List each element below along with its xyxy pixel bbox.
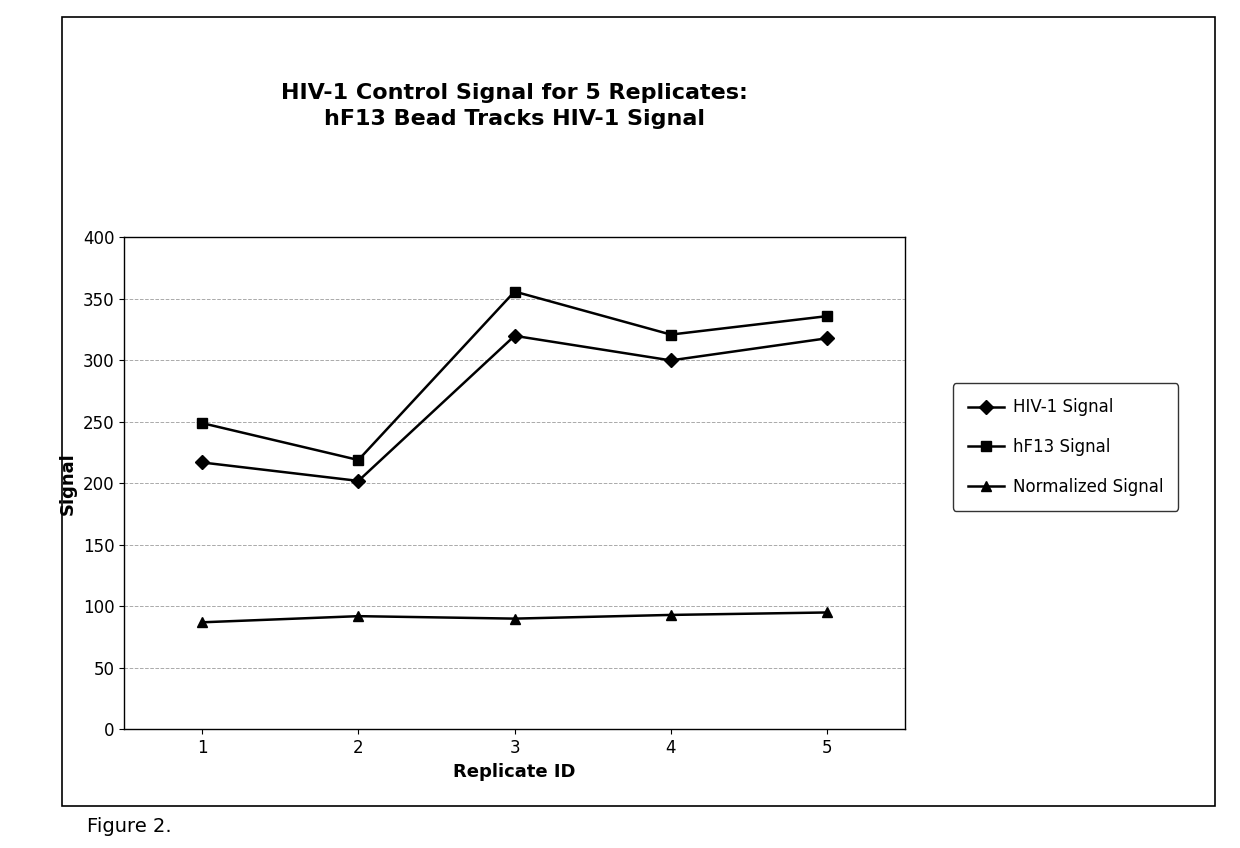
Text: Figure 2.: Figure 2. xyxy=(87,817,171,836)
Text: HIV-1 Control Signal for 5 Replicates:
hF13 Bead Tracks HIV-1 Signal: HIV-1 Control Signal for 5 Replicates: h… xyxy=(281,83,748,129)
Legend: HIV-1 Signal, hF13 Signal, Normalized Signal: HIV-1 Signal, hF13 Signal, Normalized Si… xyxy=(952,383,1178,510)
Y-axis label: Signal: Signal xyxy=(60,452,77,515)
X-axis label: Replicate ID: Replicate ID xyxy=(454,762,575,780)
